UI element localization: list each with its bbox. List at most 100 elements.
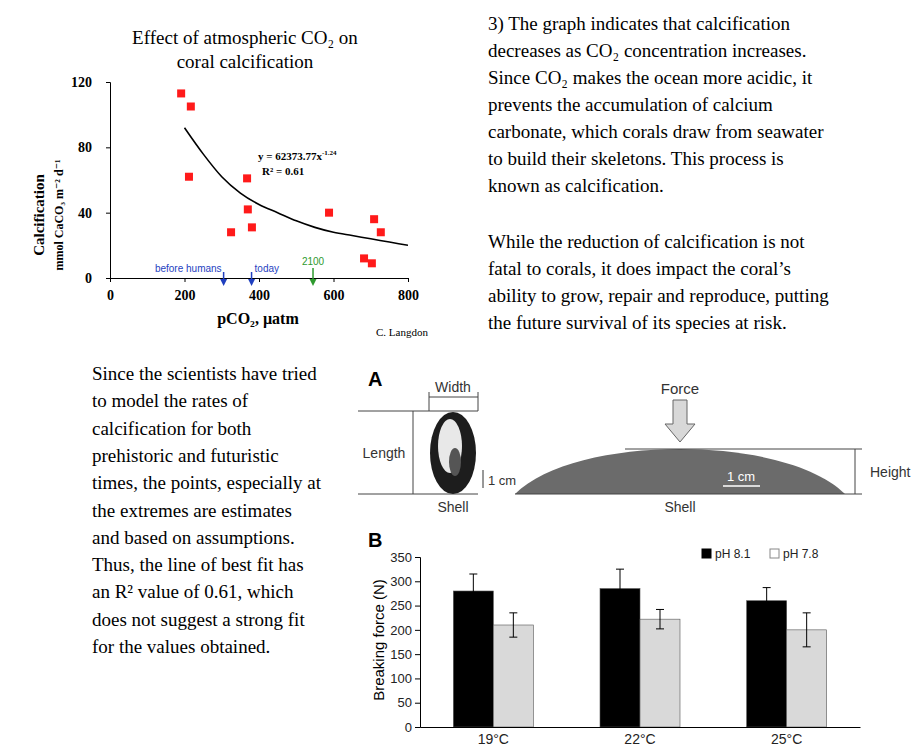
legend-label: pH 8.1 xyxy=(715,547,751,561)
paragraph-line: an R² value of 0.61, which xyxy=(92,581,294,602)
paragraph: While the reduction of calcification is … xyxy=(488,231,829,333)
marker-arrowhead xyxy=(248,279,255,286)
paragraph-line: Thus, the line of best fit has xyxy=(92,554,304,575)
guide xyxy=(625,449,862,450)
error-line xyxy=(806,613,807,647)
tick: 600 xyxy=(324,278,345,303)
annotation-superscript: -1.24 xyxy=(322,149,337,157)
paragraph-line: and based on assumptions. xyxy=(92,527,295,548)
error-cap xyxy=(803,612,811,613)
error-cap xyxy=(509,637,517,638)
legend: pH 8.1 pH 7.8 xyxy=(702,547,819,561)
paragraph: Since the scientists have triedto model … xyxy=(92,363,322,657)
paragraph-line: calcification for both xyxy=(92,418,252,439)
tick-mark xyxy=(415,654,420,655)
plot-area xyxy=(177,89,408,267)
error-cap xyxy=(469,608,477,609)
shell-highlight xyxy=(449,448,461,476)
diagram-label: Shell xyxy=(664,499,695,515)
axis: 050100150200250300350 xyxy=(390,550,420,735)
error-bar xyxy=(803,613,811,647)
guide xyxy=(413,411,414,494)
axis-title: Calcification xyxy=(31,174,47,256)
tick-mark xyxy=(415,581,420,582)
panel-label: B xyxy=(368,529,382,551)
axis: 04080120 xyxy=(71,75,111,286)
error-bar xyxy=(656,609,664,628)
credit: C. Langdon xyxy=(376,326,428,338)
tick-mark xyxy=(110,278,111,282)
paragraph-line: the extremes are estimates xyxy=(92,500,292,521)
chart-calcification: Effect of atmospheric CO₂ oncoral calcif… xyxy=(31,27,428,338)
data-point xyxy=(185,173,193,181)
data-point xyxy=(248,223,256,231)
error-line xyxy=(513,613,514,637)
axis-title: mmol CaCO₃ m⁻² d⁻¹ xyxy=(52,159,66,271)
axis: 19°C22°C25°C xyxy=(421,727,861,747)
tick: 0 xyxy=(405,720,420,735)
marker-arrow xyxy=(312,268,314,280)
bar xyxy=(493,625,533,727)
diagram-label: 1 cm xyxy=(488,473,516,488)
error-line xyxy=(766,588,767,614)
tick-label: 80 xyxy=(78,140,92,155)
marker-label: before humans xyxy=(155,263,222,274)
tick: 100 xyxy=(390,671,420,686)
diagram-label: Shell xyxy=(437,499,468,515)
tick-label: 800 xyxy=(398,288,419,303)
data-point xyxy=(244,205,252,213)
tick-mark xyxy=(106,213,110,214)
tick-label: 400 xyxy=(249,288,270,303)
error-line xyxy=(473,574,474,608)
tick-label: 250 xyxy=(390,598,412,613)
shell xyxy=(430,412,476,494)
axis-line xyxy=(421,727,861,728)
paragraph: 3) The graph indicates that calcificatio… xyxy=(488,13,824,196)
guide xyxy=(358,494,478,495)
bar xyxy=(453,591,493,727)
error-cap xyxy=(616,608,624,609)
tick: 400 xyxy=(249,278,270,303)
annotation-text: y = 62373.77x xyxy=(258,150,323,162)
tick: 120 xyxy=(71,75,110,90)
diagram-label: 1 cm xyxy=(727,469,755,484)
axis-title: pCO₂, µatm xyxy=(217,310,299,328)
paragraph-line: does not suggest a strong fit xyxy=(92,609,305,630)
marker-label: 2100 xyxy=(302,256,325,267)
guide xyxy=(478,392,479,411)
paragraph-line: While the reduction of calcification is … xyxy=(488,231,805,252)
error-cap xyxy=(616,569,624,570)
error-line xyxy=(620,569,621,608)
axis-line xyxy=(415,558,421,728)
tick-label: 22°C xyxy=(624,731,655,747)
guide xyxy=(855,449,856,494)
axis: 0200400600800 xyxy=(107,278,419,303)
tick-label: 0 xyxy=(405,720,412,735)
guide xyxy=(515,494,862,495)
plot-area xyxy=(453,569,826,727)
paragraph-line: decreases as CO₂ concentration increases… xyxy=(488,40,806,61)
shell-profile xyxy=(515,449,845,494)
tick: 200 xyxy=(175,278,196,303)
tick: 150 xyxy=(390,647,420,662)
tick-mark xyxy=(415,703,420,704)
tick-label: 19°C xyxy=(478,731,509,747)
marker-arrowhead xyxy=(220,279,227,286)
tick: 80 xyxy=(78,140,110,155)
bar xyxy=(747,601,787,727)
paragraph-line: 3) The graph indicates that calcificatio… xyxy=(488,13,790,35)
legend-label: pH 7.8 xyxy=(783,547,819,561)
tick-label: 150 xyxy=(390,647,412,662)
tick-label: 100 xyxy=(390,671,412,686)
tick-label: 300 xyxy=(390,574,412,589)
marker-arrowhead xyxy=(310,279,317,286)
tick: 200 xyxy=(390,623,420,638)
data-point xyxy=(187,103,195,111)
error-cap xyxy=(803,646,811,647)
data-point xyxy=(227,228,235,236)
tick-mark xyxy=(415,557,420,558)
tick-label: 120 xyxy=(71,75,92,90)
paragraph-line: prehistoric and futuristic xyxy=(92,445,279,466)
page: Effect of atmospheric CO₂ oncoral calcif… xyxy=(0,0,915,752)
tick-mark xyxy=(415,678,420,679)
